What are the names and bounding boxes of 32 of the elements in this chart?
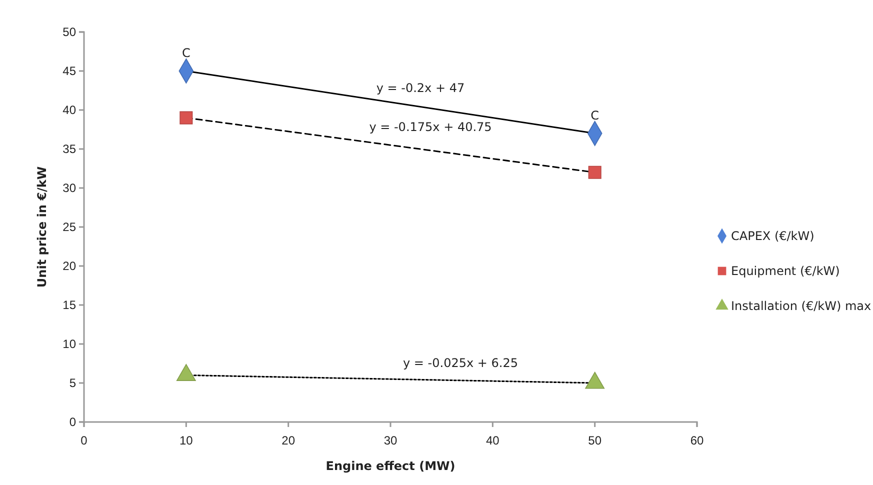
- x-tick-label: 50: [588, 433, 602, 448]
- y-tick-label: 45: [62, 64, 76, 78]
- legend-label: CAPEX (€/kW): [731, 229, 814, 243]
- y-axis-title: Unit price in €/kW: [35, 166, 49, 288]
- x-tick-label: 40: [486, 433, 500, 448]
- y-tick-label: 10: [62, 336, 76, 351]
- annotation: y = -0.2x + 47: [376, 81, 465, 96]
- y-tick-label: 0: [69, 414, 76, 429]
- y-tick-label: 35: [62, 142, 76, 156]
- y-tick-label: 50: [62, 24, 76, 39]
- legend-label: Equipment (€/kW): [731, 264, 840, 278]
- point: [180, 111, 193, 124]
- legend-label: Installation (€/kW) max: [731, 299, 872, 313]
- annotation: y = -0.175x + 40.75: [369, 120, 492, 134]
- x-tick-label: 10: [179, 433, 194, 448]
- point: [585, 372, 605, 389]
- x-tick-label: 20: [282, 433, 296, 448]
- annotation: C: [182, 46, 190, 60]
- y-tick-label: 25: [62, 220, 76, 234]
- x-axis-title: Engine effect (MW): [326, 459, 456, 473]
- y-tick-label: 40: [62, 102, 76, 117]
- x-tick-label: 0: [80, 433, 88, 448]
- y-tick-label: 30: [62, 180, 76, 195]
- x-tick-label: 30: [384, 433, 398, 448]
- y-tick-label: 20: [62, 258, 76, 273]
- y-tick-label: 5: [69, 376, 76, 390]
- annotation: C: [590, 108, 600, 122]
- point: [176, 364, 196, 381]
- y-tick-label: 15: [62, 298, 76, 312]
- point: [588, 166, 602, 179]
- annotation: y = -0.025x + 6.25: [403, 356, 518, 370]
- x-tick-label: 60: [690, 433, 704, 448]
